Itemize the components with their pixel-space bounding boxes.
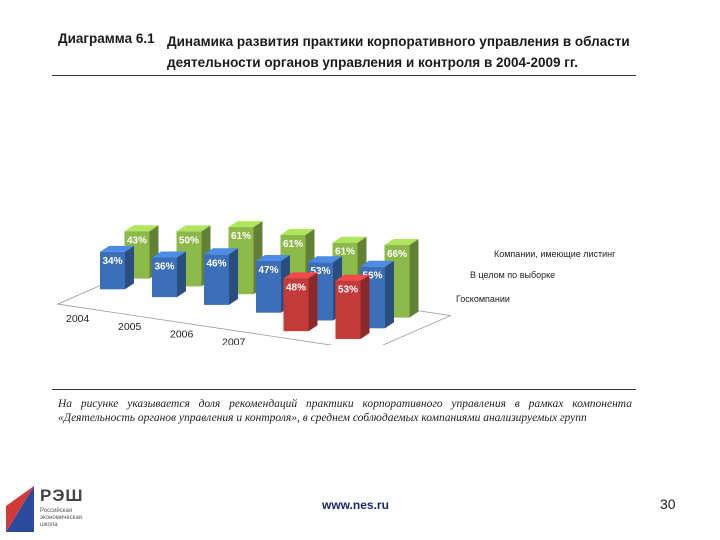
bar-top xyxy=(124,225,159,232)
data-label: 61% xyxy=(335,247,355,258)
website-link[interactable]: www.nes.ru xyxy=(322,498,389,512)
legend-label: Компании, имеющие листинг xyxy=(494,249,616,259)
bar-side xyxy=(308,272,318,332)
top-divider xyxy=(52,75,636,76)
bar-top xyxy=(360,260,394,267)
page-number: 30 xyxy=(660,496,676,512)
data-label: 66% xyxy=(387,249,407,260)
data-label: 46% xyxy=(206,258,226,269)
diagram-title: Динамика развития практики корпоративног… xyxy=(167,34,630,70)
bar-top xyxy=(256,255,290,261)
legend-label: В целом по выборке xyxy=(470,270,555,280)
bar xyxy=(335,280,361,339)
x-tick-label: 2004 xyxy=(66,313,90,325)
bar-top xyxy=(176,225,211,232)
bar-side xyxy=(229,248,238,305)
logo-triangle-icon xyxy=(6,486,34,532)
bar-top xyxy=(280,228,315,235)
diagram-number: Диаграмма 6.1 xyxy=(58,31,155,46)
logo-subtitle: Российская экономическая школа xyxy=(40,508,83,528)
bar-top xyxy=(204,248,238,255)
data-label: 50% xyxy=(179,235,199,246)
bar-side xyxy=(409,239,419,318)
legend-label: Госкомпании xyxy=(456,294,510,304)
bar-top xyxy=(100,245,134,252)
data-label: 48% xyxy=(286,282,306,293)
caption-divider xyxy=(52,389,636,390)
data-label: 61% xyxy=(231,231,251,242)
bar xyxy=(100,251,125,290)
x-tick-label: 2006 xyxy=(170,329,194,341)
bar-top xyxy=(228,221,263,228)
bar-side xyxy=(125,245,134,290)
bar xyxy=(256,261,281,313)
data-label: 53% xyxy=(310,266,330,277)
x-tick-label: 2005 xyxy=(118,321,142,333)
bar-top xyxy=(283,272,318,279)
chart-3d-bar: 200420052006200720082009Компании, имеющи… xyxy=(56,221,616,345)
logo-name: РЭШ xyxy=(40,486,84,505)
data-label: 43% xyxy=(127,235,147,246)
bar-side xyxy=(360,274,370,339)
bar xyxy=(204,254,229,305)
bar-top xyxy=(335,274,370,281)
bar xyxy=(283,278,309,332)
bar-side xyxy=(177,251,186,298)
bar-top xyxy=(384,239,419,245)
bar xyxy=(152,257,177,298)
bar-side xyxy=(385,260,394,329)
nes-logo: РЭШ Российская экономическая школа xyxy=(4,486,94,536)
bar-top xyxy=(152,251,186,258)
data-label: 36% xyxy=(154,262,174,273)
data-label: 34% xyxy=(102,256,122,267)
data-label: 56% xyxy=(362,271,382,282)
bar-top xyxy=(332,236,367,243)
x-tick-label: 2007 xyxy=(222,336,246,345)
data-label: 53% xyxy=(338,285,358,296)
data-label: 47% xyxy=(258,265,278,276)
bar-top xyxy=(308,256,342,263)
x-tick-label: 2008 xyxy=(274,344,298,345)
chart-caption: На рисунке указывается доля рекомендаций… xyxy=(58,398,632,424)
data-label: 61% xyxy=(283,239,303,250)
